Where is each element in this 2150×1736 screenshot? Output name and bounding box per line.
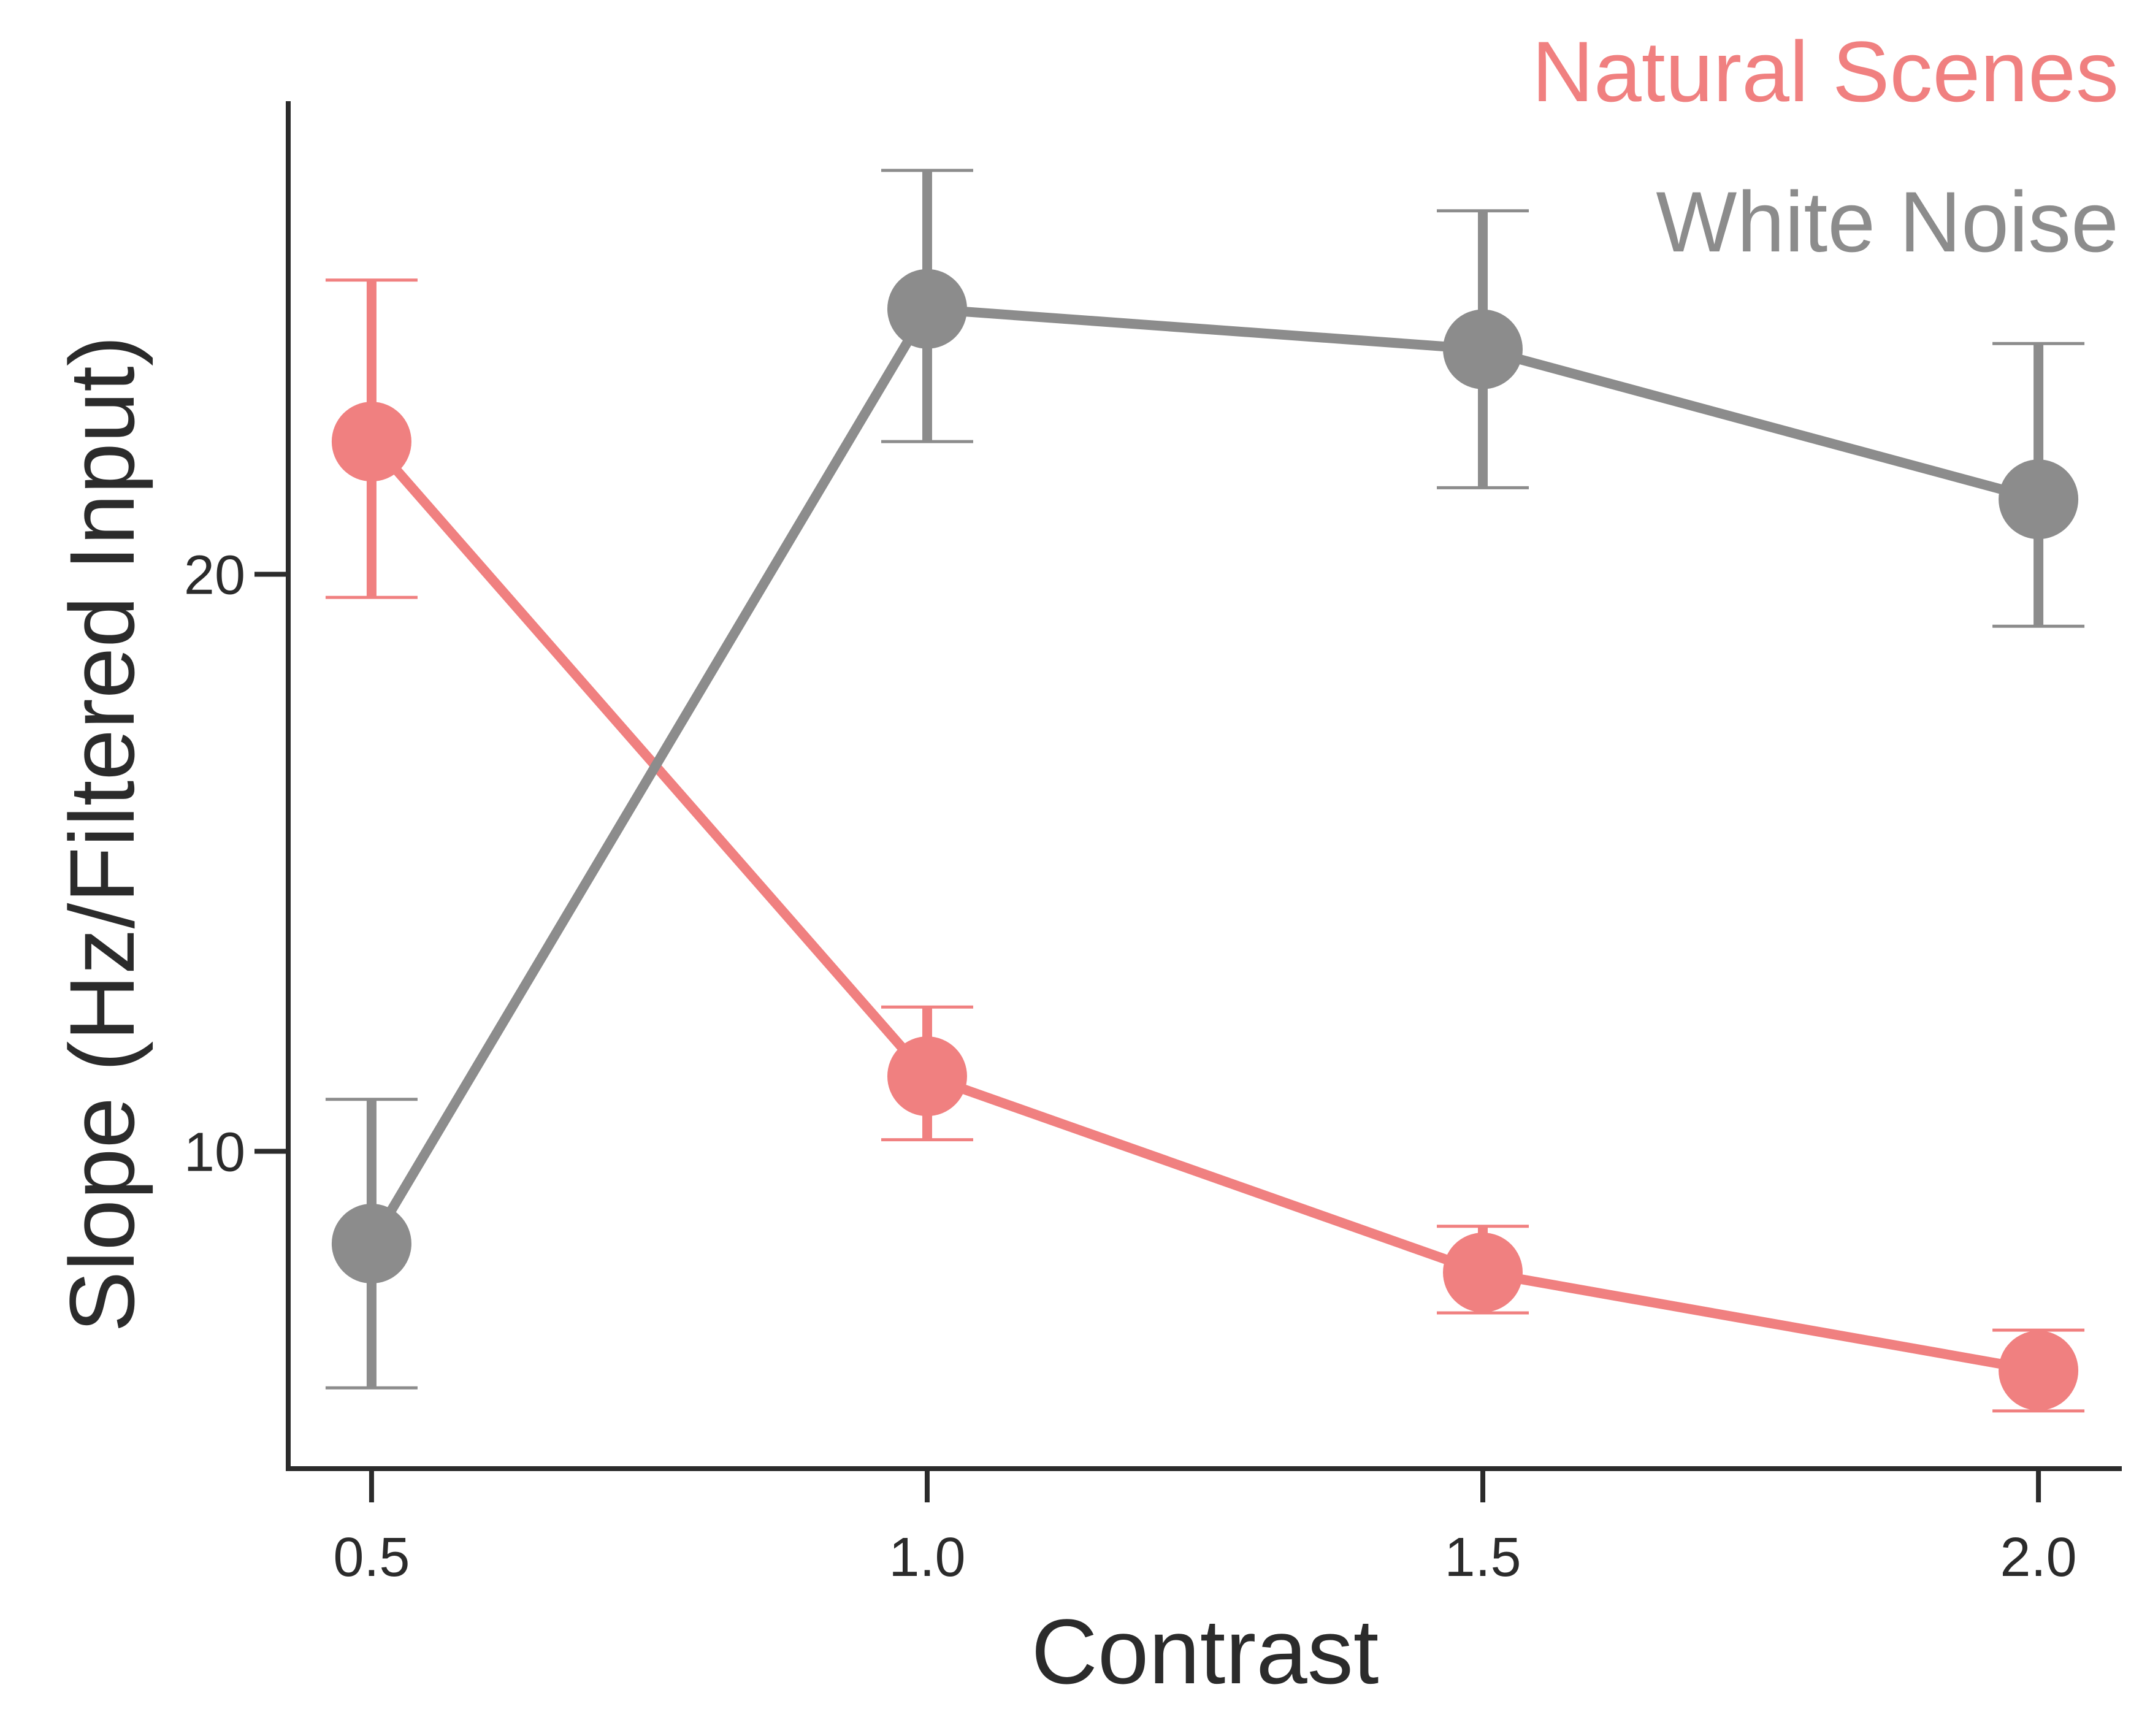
- data-point: [331, 402, 411, 482]
- data-point: [1999, 459, 2079, 540]
- series-0: [325, 278, 2085, 1413]
- x-tick-label: 2.0: [2000, 1527, 2077, 1588]
- y-axis-title: Slope (Hz/Filtered Input): [50, 335, 153, 1333]
- legend-entry: White Noise: [1656, 174, 2119, 270]
- data-point: [887, 1036, 967, 1117]
- series-1: [325, 169, 2085, 1390]
- series-layer: [325, 169, 2085, 1413]
- y-ticks: 10 20: [184, 545, 288, 1183]
- data-point: [887, 269, 967, 349]
- x-tick-label: 1.0: [889, 1527, 965, 1588]
- x-axis-title: Contrast: [1031, 1600, 1379, 1703]
- x-tick-label: 0.5: [333, 1527, 410, 1588]
- series-line: [367, 438, 2040, 1375]
- data-point: [1999, 1331, 2079, 1411]
- x-ticks: 0.5 1.0 1.5 2.0: [333, 1469, 2077, 1588]
- legend: Natural Scenes White Noise: [1532, 23, 2119, 270]
- y-tick-label: 10: [184, 1122, 245, 1183]
- data-point: [1443, 309, 1523, 389]
- y-tick-label: 20: [184, 545, 245, 606]
- series-line: [367, 304, 2040, 1247]
- data-point: [331, 1204, 411, 1284]
- legend-entry: Natural Scenes: [1532, 23, 2119, 120]
- data-point: [1443, 1233, 1523, 1313]
- x-tick-label: 1.5: [1444, 1527, 1521, 1588]
